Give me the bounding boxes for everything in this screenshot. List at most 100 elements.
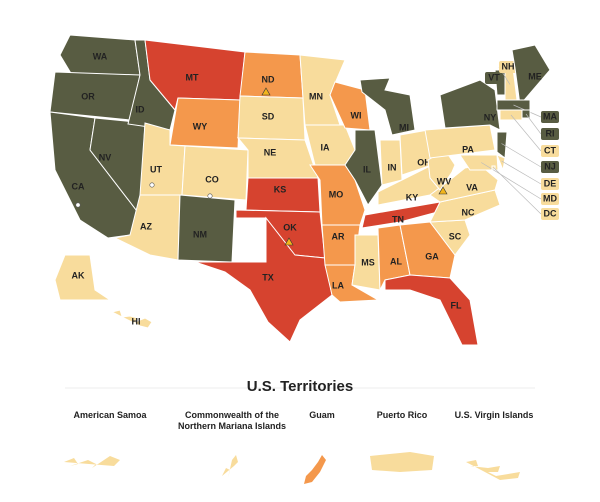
state-label: WI bbox=[351, 110, 362, 120]
state-label: DE bbox=[544, 178, 557, 188]
state-label-box bbox=[485, 72, 503, 84]
state bbox=[361, 201, 446, 229]
state-label: NY bbox=[484, 112, 497, 122]
state bbox=[49, 71, 141, 121]
state-label: DC bbox=[544, 208, 557, 218]
state-label: AL bbox=[390, 256, 402, 266]
marker-dot bbox=[75, 202, 81, 208]
state-label: TN bbox=[392, 214, 404, 224]
state bbox=[496, 154, 506, 172]
state bbox=[169, 97, 241, 149]
state-label-box bbox=[541, 111, 559, 123]
state-label: CO bbox=[205, 174, 219, 184]
state-label: SD bbox=[262, 111, 275, 121]
state-label-box bbox=[541, 208, 559, 220]
state-label: HI bbox=[132, 316, 141, 326]
leader-line bbox=[481, 162, 542, 200]
state bbox=[384, 274, 479, 346]
leader-line bbox=[501, 143, 542, 168]
territory bbox=[304, 455, 326, 484]
state-label: GA bbox=[425, 251, 439, 261]
state-label: VA bbox=[466, 182, 478, 192]
territory-name: U.S. Virgin Islands bbox=[454, 410, 534, 420]
state-label: AK bbox=[72, 270, 85, 280]
state bbox=[511, 44, 551, 107]
state-label: MO bbox=[329, 189, 344, 199]
state-label: MS bbox=[361, 257, 375, 267]
state-label: VT bbox=[488, 72, 500, 82]
marker-dot bbox=[149, 182, 155, 188]
state-label-box bbox=[499, 61, 517, 73]
state-label: MD bbox=[543, 193, 557, 203]
state bbox=[245, 177, 321, 213]
state-label: SC bbox=[449, 231, 462, 241]
territory bbox=[370, 452, 434, 472]
state-label: ND bbox=[262, 74, 275, 84]
state-label: OR bbox=[81, 91, 95, 101]
state-label: UT bbox=[150, 164, 162, 174]
state-label: OK bbox=[283, 222, 297, 232]
state bbox=[424, 124, 496, 159]
state bbox=[359, 77, 416, 136]
state-label: LA bbox=[332, 280, 344, 290]
state-label: NV bbox=[99, 152, 112, 162]
territory bbox=[222, 455, 238, 478]
state-label: WV bbox=[437, 176, 452, 186]
state bbox=[110, 309, 153, 329]
state-label: NJ bbox=[544, 161, 556, 171]
state bbox=[54, 254, 112, 301]
warning-icon bbox=[438, 186, 448, 195]
state-label: ME bbox=[528, 71, 542, 81]
state-label: RI bbox=[546, 128, 555, 138]
leader-line bbox=[493, 167, 542, 215]
state bbox=[439, 79, 501, 131]
territory bbox=[64, 456, 120, 468]
state-label: ID bbox=[136, 104, 146, 114]
state bbox=[236, 137, 319, 179]
state-label-box bbox=[541, 128, 559, 140]
territory-name: Puerto Rico bbox=[376, 410, 428, 420]
state-label: OH bbox=[417, 157, 431, 167]
territory-name: Guam bbox=[309, 410, 335, 420]
state bbox=[344, 129, 383, 206]
state bbox=[459, 154, 499, 171]
territories-title: U.S. Territories bbox=[246, 378, 354, 395]
state-label: MI bbox=[399, 122, 409, 132]
state-label: AR bbox=[332, 231, 345, 241]
state-label: MT bbox=[186, 72, 199, 82]
state bbox=[304, 124, 356, 166]
state-label: FL bbox=[451, 300, 462, 310]
state-label: NE bbox=[264, 147, 277, 157]
leader-line bbox=[525, 113, 542, 135]
state-label-box bbox=[541, 161, 559, 173]
state-label-box bbox=[541, 178, 559, 190]
state-label: KS bbox=[274, 184, 287, 194]
state bbox=[329, 81, 371, 131]
state bbox=[194, 216, 333, 343]
state bbox=[351, 234, 381, 291]
territory-name: Commonwealth of the Northern Mariana Isl… bbox=[177, 410, 287, 431]
warning-icon bbox=[261, 87, 271, 96]
warning-icon bbox=[284, 237, 294, 246]
state-label: MN bbox=[309, 91, 323, 101]
state-label: WA bbox=[93, 51, 108, 61]
state bbox=[181, 145, 249, 201]
state-label-box bbox=[541, 193, 559, 205]
state-label: CA bbox=[72, 181, 85, 191]
state bbox=[429, 164, 499, 203]
territory-name: American Samoa bbox=[73, 410, 147, 420]
state-label: NC bbox=[462, 207, 475, 217]
leader-line bbox=[510, 114, 542, 152]
state-label: CT bbox=[544, 145, 556, 155]
state-label: IN bbox=[388, 162, 397, 172]
state-label: PA bbox=[462, 144, 474, 154]
territory bbox=[466, 460, 520, 480]
state-label: NM bbox=[193, 229, 207, 239]
state-label: NH bbox=[502, 61, 515, 71]
state-label-box bbox=[541, 145, 559, 157]
state bbox=[399, 221, 456, 279]
state-label: TX bbox=[262, 272, 274, 282]
state-label: IA bbox=[321, 142, 331, 152]
